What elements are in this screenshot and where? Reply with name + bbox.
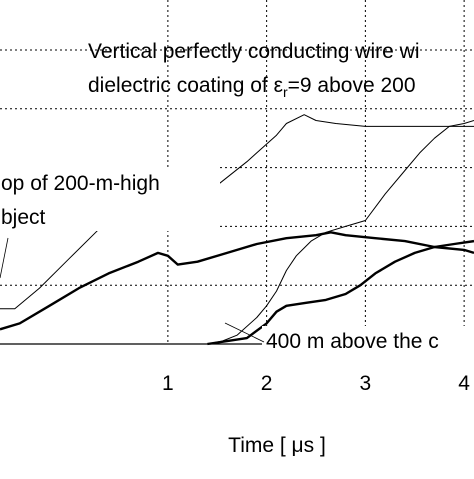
top-label-background — [0, 167, 220, 231]
annotation-config-line2: dielectric coating of εr=9 above 200 — [88, 74, 416, 100]
annotation-config-line1: Vertical perfectly conducting wire wi — [88, 40, 419, 63]
series-line-4 — [207, 239, 474, 346]
top-label-leader — [0, 237, 9, 279]
bottom-label-background — [262, 326, 474, 356]
annotation-config-line2-prefix: dielectric coating of ε — [88, 74, 283, 97]
x-tick-label-3: 3 — [360, 372, 372, 395]
bottom-label-leader — [224, 322, 265, 343]
annotation-bottom-label: 400 m above the c — [266, 330, 439, 353]
x-tick-label-1: 1 — [162, 372, 174, 395]
x-tick-labels: 1 2 3 4 — [162, 372, 470, 395]
grid-layer — [0, 0, 474, 344]
x-tick-label-2: 2 — [261, 372, 273, 395]
annotation-config-line2-sub: r — [283, 84, 288, 100]
series-line-2 — [0, 231, 474, 331]
annotation-top-label-line2: bject — [1, 206, 46, 229]
annotation-top-label-line1: op of 200-m-high — [1, 172, 160, 195]
x-tick-label-4: 4 — [458, 372, 470, 395]
annotation-config-line2-suffix: =9 above 200 — [288, 74, 416, 97]
x-axis-label: Time [ μs ] — [228, 434, 326, 457]
series-line-3 — [207, 120, 474, 345]
